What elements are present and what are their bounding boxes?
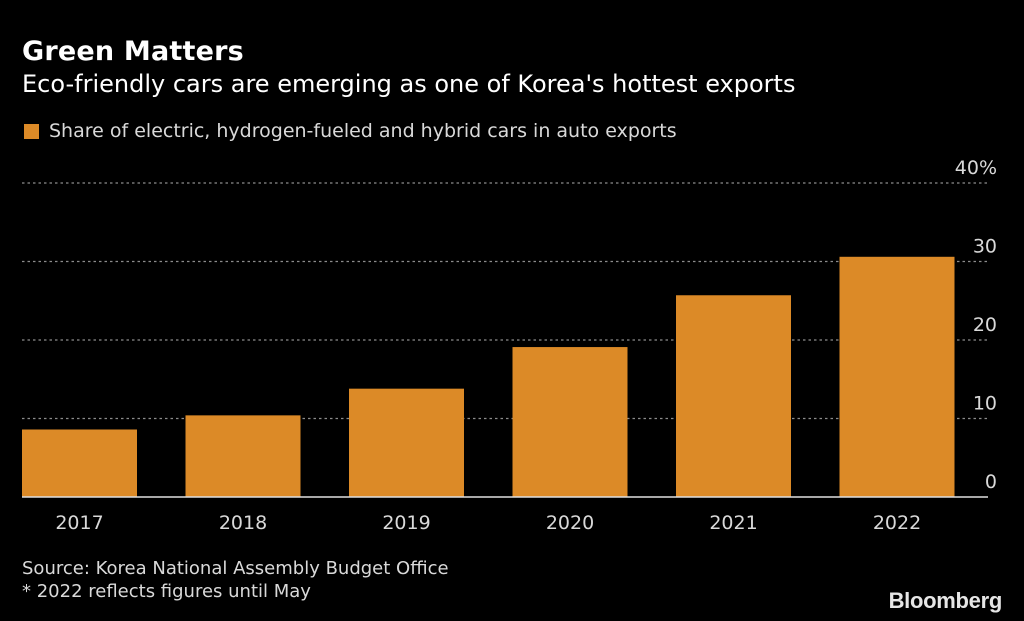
x-tick-label: 2021 bbox=[709, 512, 757, 534]
x-tick-label: 2018 bbox=[219, 512, 267, 534]
y-tick-label: 10 bbox=[973, 393, 997, 415]
chart-subtitle: Eco-friendly cars are emerging as one of… bbox=[22, 70, 796, 98]
footnote-text: * 2022 reflects figures until May bbox=[22, 581, 311, 602]
x-tick-label: 2017 bbox=[55, 512, 103, 534]
x-axis-ticks: 2017 2018 2019 2020 2021 2022 bbox=[55, 512, 921, 534]
bloomberg-logo: Bloomberg bbox=[888, 588, 1003, 613]
source-text: Source: Korea National Assembly Budget O… bbox=[22, 558, 449, 579]
legend-label: Share of electric, hydrogen-fueled and h… bbox=[49, 120, 677, 142]
y-tick-label: 40% bbox=[955, 157, 997, 179]
legend: Share of electric, hydrogen-fueled and h… bbox=[24, 120, 677, 142]
y-tick-label: 20 bbox=[973, 314, 997, 336]
bar-2022 bbox=[839, 256, 955, 497]
source-note: Source: Korea National Assembly Budget O… bbox=[22, 557, 449, 603]
x-tick-label: 2022 bbox=[873, 512, 921, 534]
bar-2017 bbox=[22, 429, 137, 497]
gridlines bbox=[22, 182, 988, 420]
bar-2019 bbox=[349, 388, 464, 497]
x-tick-label: 2019 bbox=[382, 512, 430, 534]
legend-swatch bbox=[24, 123, 39, 139]
chart-title: Green Matters bbox=[22, 36, 244, 67]
bars bbox=[22, 256, 955, 497]
y-axis-ticks: 0 10 20 30 40% bbox=[955, 157, 997, 493]
x-tick-label: 2020 bbox=[546, 512, 594, 534]
bar-2020 bbox=[512, 347, 628, 497]
y-tick-label: 30 bbox=[973, 236, 997, 258]
bar-2018 bbox=[185, 415, 301, 497]
y-tick-label: 0 bbox=[985, 471, 997, 493]
bar-2021 bbox=[676, 295, 791, 497]
